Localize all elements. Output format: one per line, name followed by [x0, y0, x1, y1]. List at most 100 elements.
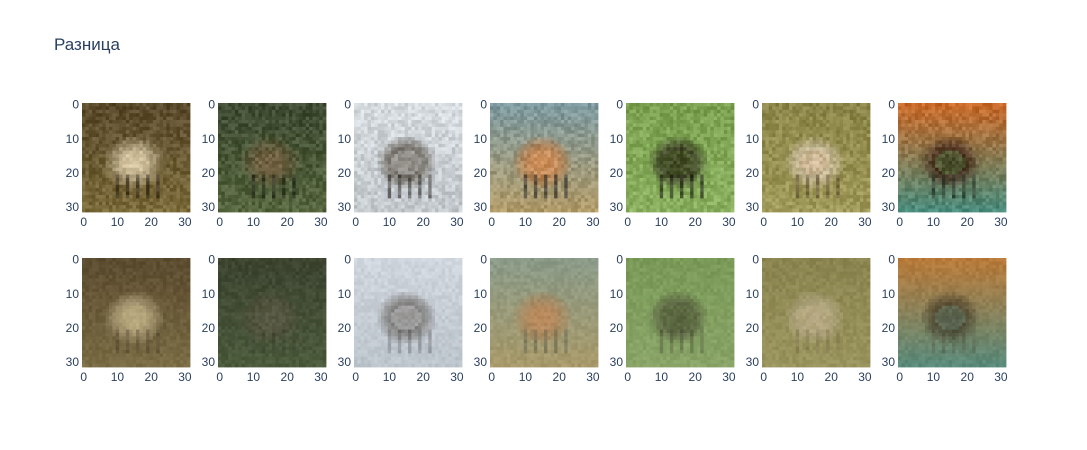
- x-tick-label: 0: [896, 215, 903, 229]
- x-tick-label: 0: [488, 370, 495, 384]
- x-tick-label: 20: [417, 370, 431, 384]
- x-tick-label: 10: [519, 370, 533, 384]
- x-tick-label: 20: [417, 215, 431, 229]
- image-pixels: [490, 258, 599, 368]
- x-tick-label: 0: [488, 215, 495, 229]
- x-tick-label: 0: [352, 370, 359, 384]
- x-tick-label: 30: [994, 370, 1008, 384]
- y-tick-label: 30: [338, 200, 352, 214]
- image-pixels: [218, 103, 327, 213]
- x-tick-label: 10: [655, 370, 669, 384]
- image-pixels: [626, 258, 735, 368]
- x-tick-label: 0: [352, 215, 359, 229]
- image-pixels: [82, 103, 191, 213]
- x-tick-label: 0: [896, 370, 903, 384]
- y-tick-label: 0: [208, 253, 215, 267]
- x-tick-label: 20: [145, 370, 159, 384]
- y-tick-label: 10: [610, 287, 624, 301]
- x-tick-label: 0: [760, 215, 767, 229]
- y-tick-label: 0: [72, 98, 79, 112]
- x-tick-label: 0: [624, 370, 631, 384]
- y-tick-label: 0: [72, 253, 79, 267]
- x-tick-label: 30: [994, 215, 1008, 229]
- y-tick-label: 0: [480, 253, 487, 267]
- x-tick-label: 0: [216, 215, 223, 229]
- y-tick-label: 0: [616, 98, 623, 112]
- y-tick-label: 10: [610, 132, 624, 146]
- x-tick-label: 10: [791, 370, 805, 384]
- y-tick-label: 20: [882, 166, 896, 180]
- x-tick-label: 10: [111, 215, 125, 229]
- x-tick-label: 30: [314, 370, 328, 384]
- y-tick-label: 20: [610, 321, 624, 335]
- x-tick-label: 30: [586, 370, 600, 384]
- y-tick-label: 10: [202, 287, 216, 301]
- image-pixels: [898, 258, 1007, 368]
- x-tick-label: 10: [383, 215, 397, 229]
- y-tick-label: 0: [752, 253, 759, 267]
- x-tick-label: 10: [927, 370, 941, 384]
- image-pixels: [898, 103, 1007, 213]
- y-tick-label: 20: [66, 166, 80, 180]
- y-tick-label: 10: [474, 287, 488, 301]
- x-tick-label: 20: [825, 370, 839, 384]
- y-tick-label: 20: [746, 166, 760, 180]
- y-tick-label: 10: [66, 287, 80, 301]
- y-tick-label: 0: [208, 98, 215, 112]
- image-pixels: [762, 103, 871, 213]
- x-tick-label: 20: [145, 215, 159, 229]
- x-tick-label: 0: [760, 370, 767, 384]
- image-pixels: [626, 103, 735, 213]
- x-tick-label: 20: [281, 370, 295, 384]
- x-tick-label: 20: [961, 370, 975, 384]
- y-tick-label: 0: [888, 98, 895, 112]
- x-tick-label: 20: [553, 370, 567, 384]
- y-tick-label: 20: [338, 321, 352, 335]
- y-tick-label: 20: [746, 321, 760, 335]
- x-tick-label: 20: [281, 215, 295, 229]
- x-tick-label: 10: [519, 215, 533, 229]
- y-tick-label: 20: [610, 166, 624, 180]
- x-tick-label: 20: [553, 215, 567, 229]
- y-tick-label: 0: [344, 253, 351, 267]
- y-tick-label: 10: [202, 132, 216, 146]
- y-tick-label: 10: [746, 132, 760, 146]
- y-tick-label: 30: [202, 355, 216, 369]
- y-tick-label: 10: [338, 132, 352, 146]
- x-tick-label: 0: [80, 370, 87, 384]
- x-tick-label: 10: [791, 215, 805, 229]
- y-tick-label: 10: [882, 132, 896, 146]
- x-tick-label: 30: [450, 370, 464, 384]
- y-tick-label: 10: [474, 132, 488, 146]
- y-tick-label: 30: [746, 355, 760, 369]
- y-tick-label: 20: [474, 166, 488, 180]
- x-tick-label: 20: [961, 215, 975, 229]
- x-tick-label: 30: [450, 215, 464, 229]
- x-tick-label: 20: [689, 370, 703, 384]
- x-tick-label: 10: [111, 370, 125, 384]
- y-tick-label: 10: [882, 287, 896, 301]
- y-tick-label: 20: [474, 321, 488, 335]
- y-tick-label: 30: [746, 200, 760, 214]
- y-tick-label: 30: [474, 200, 488, 214]
- x-tick-label: 10: [247, 215, 261, 229]
- y-tick-label: 10: [338, 287, 352, 301]
- x-tick-label: 30: [858, 370, 872, 384]
- y-tick-label: 30: [202, 200, 216, 214]
- y-tick-label: 20: [202, 166, 216, 180]
- x-tick-label: 0: [80, 215, 87, 229]
- y-tick-label: 20: [202, 321, 216, 335]
- image-pixels: [354, 258, 463, 368]
- y-tick-label: 30: [610, 200, 624, 214]
